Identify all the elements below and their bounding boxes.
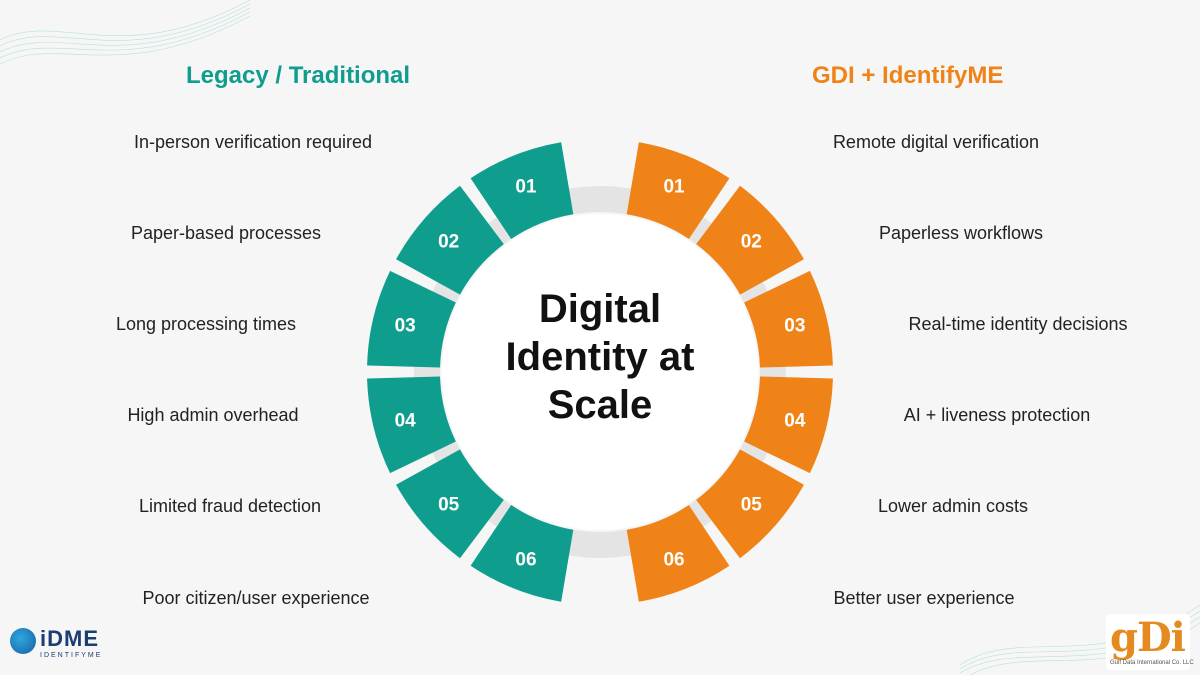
- gdi-logo: gDi Gulf Data International Co. LLC: [1106, 614, 1194, 670]
- left-segment-06-number: 06: [515, 549, 536, 570]
- gdi-logo-word: gDi: [1110, 614, 1186, 661]
- idme-logo-word: iDME: [40, 626, 99, 651]
- center-title-line-2: Identity at: [505, 335, 695, 379]
- right-item-1: Remote digital verification: [832, 132, 1040, 152]
- right-segment-06: [626, 505, 730, 602]
- left-item-6: Poor citizen/user experience: [142, 588, 370, 608]
- right-segment-03-number: 03: [784, 316, 805, 337]
- wheel-center-circle: [442, 214, 758, 530]
- right-item-6: Better user experience: [833, 588, 1015, 608]
- right-segment-01: [626, 142, 730, 239]
- heading-legacy: Legacy / Traditional: [186, 62, 411, 89]
- idme-globe-icon: [10, 628, 36, 654]
- center-title-line-3: Scale: [547, 383, 653, 427]
- left-item-4: High admin overhead: [127, 405, 299, 425]
- right-segment-04-number: 04: [784, 410, 806, 431]
- right-segment-05-number: 05: [741, 495, 763, 516]
- right-item-3: Real-time identity decisions: [908, 314, 1128, 334]
- left-segment-06: [470, 505, 574, 602]
- right-segment-02-number: 02: [741, 231, 762, 252]
- left-segment-05: [396, 449, 504, 559]
- left-segment-02: [396, 185, 504, 295]
- right-segment-02: [696, 185, 804, 295]
- right-item-5: Lower admin costs: [877, 496, 1029, 516]
- right-segment-03: [744, 270, 833, 368]
- left-segment-03-number: 03: [395, 316, 416, 337]
- left-item-1: In-person verification required: [133, 132, 373, 152]
- left-segment-01-number: 01: [515, 177, 537, 198]
- right-segment-01-number: 01: [663, 177, 685, 198]
- left-item-5: Limited fraud detection: [138, 496, 322, 516]
- left-segment-05-number: 05: [438, 495, 460, 516]
- idme-logo-sub: IDENTIFYME: [40, 652, 103, 659]
- left-segment-02-number: 02: [438, 231, 459, 252]
- left-item-3: Long processing times: [115, 314, 297, 334]
- center-title: Digital Identity at Scale: [470, 285, 730, 429]
- right-segment-05: [696, 449, 804, 559]
- heading-gdi: GDI + IdentifyME: [812, 62, 1004, 89]
- identifyme-logo: iDME IDENTIFYME: [10, 624, 110, 664]
- right-segment-06-number: 06: [663, 549, 684, 570]
- center-title-line-1: Digital: [538, 287, 662, 331]
- left-segment-03: [367, 270, 456, 368]
- right-segment-04: [744, 376, 833, 474]
- left-segment-01: [470, 142, 574, 239]
- left-segment-04: [367, 376, 456, 474]
- left-item-2: Paper-based processes: [130, 223, 322, 243]
- right-item-4: AI + liveness protection: [903, 405, 1091, 425]
- gdi-logo-sub: Gulf Data International Co. LLC: [1110, 660, 1194, 666]
- left-segment-04-number: 04: [395, 410, 417, 431]
- right-item-2: Paperless workflows: [878, 223, 1044, 243]
- wheel-gray-ring: [414, 186, 786, 558]
